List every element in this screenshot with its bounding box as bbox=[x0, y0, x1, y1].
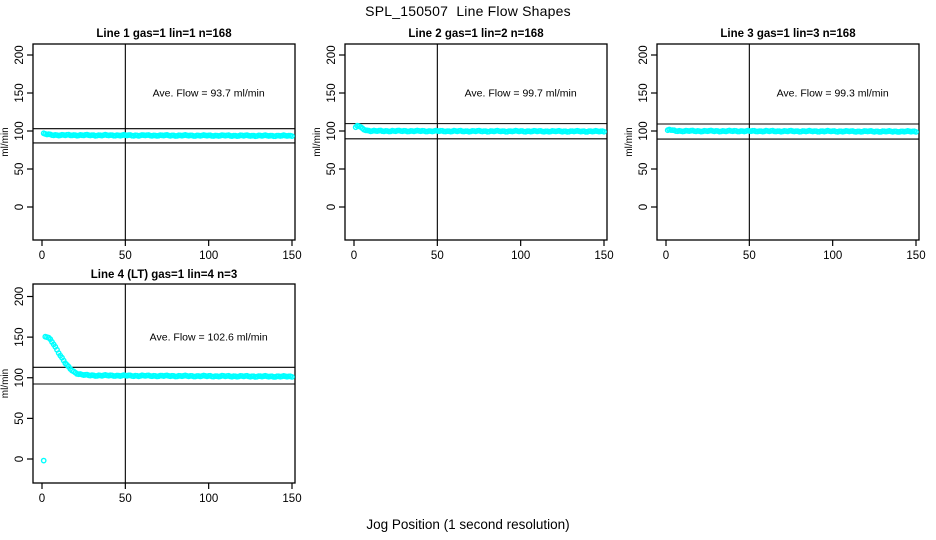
ave-flow-annotation: Ave. Flow = 99.3 ml/min bbox=[777, 88, 889, 100]
y-tick-label: 0 bbox=[14, 456, 26, 462]
x-tick-label: 100 bbox=[199, 493, 218, 505]
y-tick-label: 100 bbox=[638, 121, 650, 140]
x-tick-label: 150 bbox=[282, 493, 301, 505]
ave-flow-annotation: Ave. Flow = 93.7 ml/min bbox=[153, 88, 265, 100]
x-tick-label: 150 bbox=[282, 250, 301, 262]
y-tick-label: 0 bbox=[14, 204, 26, 210]
x-tick-label: 50 bbox=[119, 250, 132, 262]
ave-flow-annotation: Ave. Flow = 99.7 ml/min bbox=[465, 88, 577, 100]
y-tick-label: 50 bbox=[14, 412, 26, 425]
data-point bbox=[289, 373, 295, 380]
x-tick-label: 0 bbox=[351, 250, 357, 262]
y-tick-label: 150 bbox=[638, 83, 650, 102]
y-tick-label: 0 bbox=[326, 204, 338, 210]
y-tick-label: 50 bbox=[14, 163, 26, 176]
ave-flow-annotation: Ave. Flow = 102.6 ml/min bbox=[150, 332, 268, 344]
panel-line-2: 0 50 100 150 0 50 100 150 200 ml/min Line 2 gas=1 … bbox=[312, 28, 614, 262]
x-tick-label: 50 bbox=[743, 250, 756, 262]
x-tick-label: 0 bbox=[39, 250, 45, 262]
x-tick-label: 150 bbox=[906, 250, 925, 262]
plot-box bbox=[32, 43, 296, 241]
y-tick-label: 150 bbox=[14, 328, 26, 347]
y-tick-label: 200 bbox=[14, 287, 26, 306]
data-point bbox=[40, 457, 47, 464]
panel-title: Line 1 gas=1 lin=1 n=168 bbox=[96, 28, 232, 40]
y-tick-label: 200 bbox=[14, 45, 26, 64]
data-points bbox=[352, 122, 607, 135]
plot-box bbox=[344, 43, 608, 241]
panel-line-1: 0 50 100 150 0 50 100 150 200 ml/min Line 1 gas=1 … bbox=[0, 28, 302, 262]
data-point bbox=[913, 128, 919, 135]
x-tick-label: 50 bbox=[431, 250, 444, 262]
y-tick-label: 50 bbox=[326, 163, 338, 176]
x-tick-label: 100 bbox=[511, 250, 530, 262]
x-tick-label: 150 bbox=[594, 250, 613, 262]
x-tick-label: 50 bbox=[119, 493, 132, 505]
x-tick-label: 100 bbox=[823, 250, 842, 262]
plot-box bbox=[656, 43, 920, 241]
y-axis-unit-label: ml/min bbox=[0, 369, 11, 398]
x-tick-label: 0 bbox=[39, 493, 45, 505]
data-points bbox=[664, 126, 919, 135]
y-tick-label: 100 bbox=[14, 368, 26, 387]
y-tick-label: 100 bbox=[14, 121, 26, 140]
panel-title: Line 4 (LT) gas=1 lin=4 n=3 bbox=[91, 269, 237, 281]
y-tick-label: 100 bbox=[326, 121, 338, 140]
panel-title: Line 3 gas=1 lin=3 n=168 bbox=[720, 28, 856, 40]
data-points bbox=[40, 130, 295, 140]
y-axis-unit-label: ml/min bbox=[624, 127, 635, 156]
figure-title: SPL_150507 Line Flow Shapes bbox=[365, 3, 571, 19]
y-tick-label: 200 bbox=[638, 45, 650, 64]
x-tick-label: 100 bbox=[199, 250, 218, 262]
data-point bbox=[601, 128, 607, 135]
y-tick-label: 50 bbox=[638, 163, 650, 176]
x-axis-label: Jog Position (1 second resolution) bbox=[366, 517, 570, 532]
panel-line-4: 0 50 100 150 0 50 100 150 200 ml/min Line 4 (LT) g… bbox=[0, 269, 302, 505]
data-point bbox=[289, 133, 295, 140]
y-tick-label: 150 bbox=[326, 83, 338, 102]
x-tick-label: 0 bbox=[663, 250, 669, 262]
panel-line-3: 0 50 100 150 0 50 100 150 200 ml/min Line 3 gas=1 … bbox=[624, 28, 926, 262]
panel-title: Line 2 gas=1 lin=2 n=168 bbox=[408, 28, 544, 40]
y-axis-unit-label: ml/min bbox=[312, 127, 323, 156]
y-axis-unit-label: ml/min bbox=[0, 127, 11, 156]
y-tick-label: 0 bbox=[638, 204, 650, 210]
y-tick-label: 150 bbox=[14, 83, 26, 102]
data-points bbox=[40, 333, 295, 464]
y-tick-label: 200 bbox=[326, 45, 338, 64]
